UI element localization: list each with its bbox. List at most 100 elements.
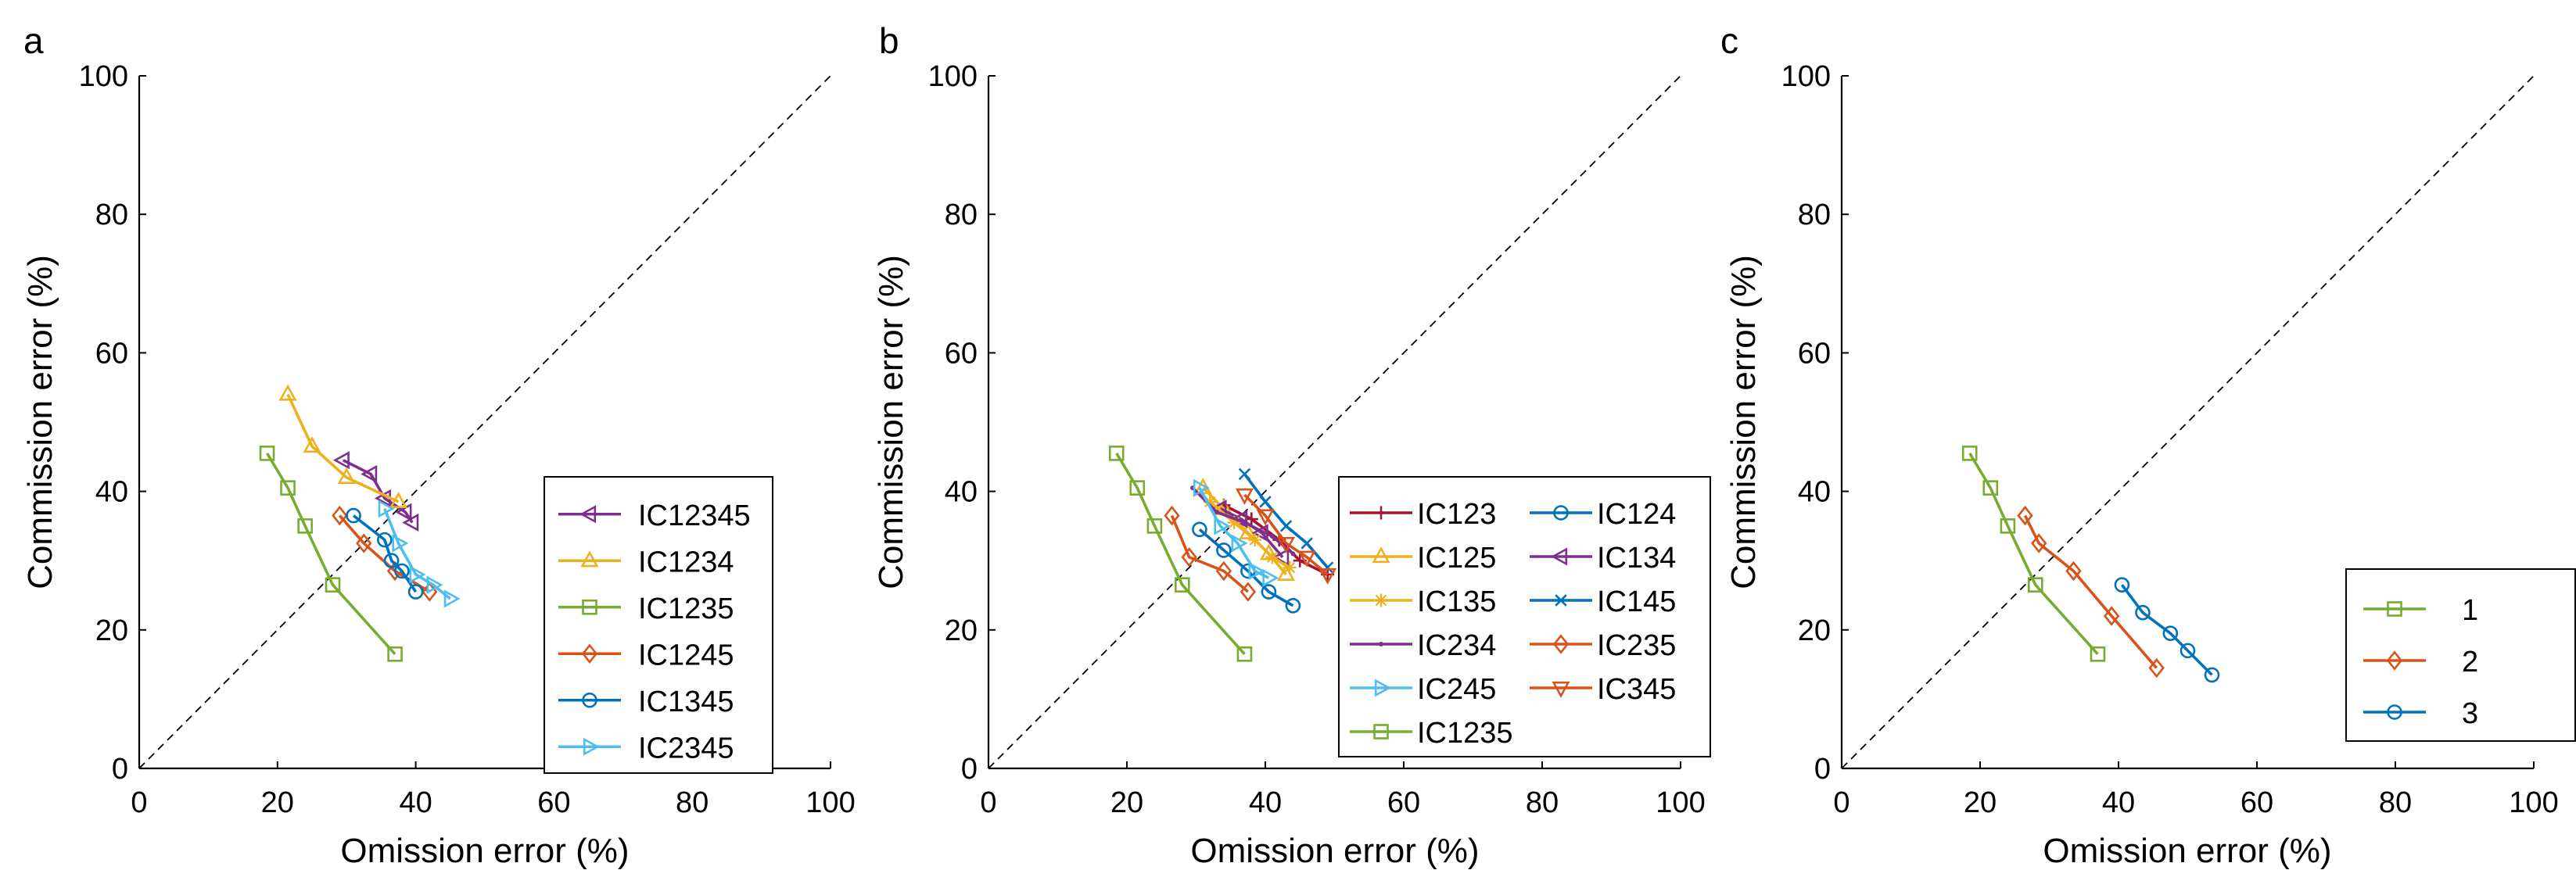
legend-label: IC123 (1417, 498, 1496, 531)
series-1 (1961, 446, 2106, 662)
series-line (286, 393, 400, 503)
legend-swatch-marker (583, 737, 600, 756)
series-ic1235 (1108, 446, 1253, 662)
data-point (392, 534, 409, 553)
data-point (2103, 606, 2120, 626)
legend-item: IC1234 (558, 546, 734, 578)
legend-item: IC235 (1530, 629, 1676, 662)
y-tick-label: 40 (95, 476, 128, 509)
data-point (1269, 534, 1275, 539)
legend-item: IC145 (1530, 585, 1676, 618)
series-3 (2114, 577, 2220, 683)
data-point (378, 500, 395, 518)
data-point (1215, 560, 1232, 582)
data-point (387, 646, 403, 662)
data-point (409, 565, 426, 584)
data-point (1235, 488, 1254, 505)
data-point (1238, 467, 1251, 481)
data-point (2017, 505, 2033, 526)
series-line (1198, 528, 1294, 607)
legend-item: IC125 (1350, 542, 1496, 575)
legend-swatch-marker (2387, 704, 2402, 720)
data-point (1129, 480, 1146, 496)
x-axis-label-a: Omission error (%) (340, 832, 629, 870)
data-point (1262, 568, 1279, 587)
series-line (1243, 493, 1329, 576)
series-line (2023, 514, 2158, 669)
data-point (1248, 533, 1262, 547)
legend-swatch-marker (1555, 594, 1567, 607)
x-tick-label: 40 (1249, 786, 1282, 819)
series-ic245 (1193, 478, 1279, 587)
y-tick-label: 80 (945, 199, 978, 231)
legend-label: IC125 (1417, 542, 1496, 575)
panel-b: b Omission error (%) Commission error (%… (872, 20, 1480, 870)
legend-swatch-marker (1374, 593, 1388, 607)
data-point (1146, 518, 1163, 534)
data-point (1214, 510, 1220, 515)
legend-box (1338, 476, 1711, 757)
data-point (1192, 521, 1207, 538)
legend-swatch-marker (1374, 506, 1388, 520)
y-axis-label-a: Commission error (%) (21, 255, 59, 589)
series-ic2345 (378, 500, 461, 608)
legend-box (2345, 568, 2576, 742)
data-point (395, 503, 412, 521)
x-tick-label: 40 (399, 786, 432, 819)
data-point (297, 518, 313, 534)
legend-item: IC234 (1350, 629, 1496, 662)
data-point (407, 584, 424, 600)
legend-swatch-marker (579, 505, 597, 524)
series-ic1234 (278, 384, 408, 508)
legend-item: IC124 (1530, 498, 1676, 531)
legend-swatch-marker (1373, 724, 1389, 739)
legend-swatch-marker (1372, 546, 1390, 564)
legend-swatch-marker (582, 692, 597, 708)
panel-c: c Omission error (%) Commission error (%… (1720, 20, 2332, 870)
legend-swatch-marker (1553, 505, 1569, 521)
y-tick-label: 60 (1798, 337, 1831, 370)
x-tick-label: 100 (2509, 786, 2558, 819)
y-tick-label: 60 (95, 337, 128, 370)
data-point (402, 513, 419, 532)
legend-item: IC1235 (558, 593, 734, 625)
y-tick-label: 60 (945, 337, 978, 370)
data-point (361, 464, 378, 483)
data-point (1265, 550, 1279, 564)
x-tick-label: 0 (980, 786, 996, 819)
legend-swatch-marker (1374, 679, 1391, 697)
data-point (332, 505, 348, 526)
x-tick-label: 60 (537, 786, 570, 819)
legend-item: IC2345 (558, 732, 734, 764)
y-tick-label: 40 (945, 476, 978, 509)
x-tick-label: 100 (805, 786, 855, 819)
data-point (325, 577, 341, 593)
series-line (1170, 514, 1250, 593)
data-point (2065, 560, 2082, 582)
data-point (303, 436, 321, 453)
x-tick-label: 60 (2241, 786, 2273, 819)
x-tick-label: 0 (131, 786, 147, 819)
series-2 (2017, 505, 2165, 679)
x-tick-label: 100 (1656, 786, 1705, 819)
legend-item: IC1345 (558, 686, 734, 718)
legend-label: IC135 (1417, 585, 1496, 618)
x-tick-label: 0 (1833, 786, 1849, 819)
legend-label: IC1235 (638, 593, 734, 625)
data-point (1164, 505, 1180, 526)
legend-label: IC134 (1597, 542, 1676, 575)
data-point (1108, 446, 1125, 461)
series-ic235 (1164, 505, 1257, 602)
legend-label: 3 (2462, 697, 2478, 730)
series-ic345 (1235, 488, 1337, 585)
legend-item: IC123 (1350, 498, 1496, 531)
y-tick-label: 40 (1798, 476, 1831, 509)
legend-item: IC12345 (558, 500, 751, 532)
data-point (383, 553, 400, 569)
legend-swatch-marker (581, 643, 598, 664)
data-point (2114, 577, 2130, 593)
data-point (1227, 515, 1241, 529)
series-ic1345 (346, 507, 424, 600)
data-point (1236, 646, 1253, 662)
series-ic1235 (259, 446, 403, 662)
